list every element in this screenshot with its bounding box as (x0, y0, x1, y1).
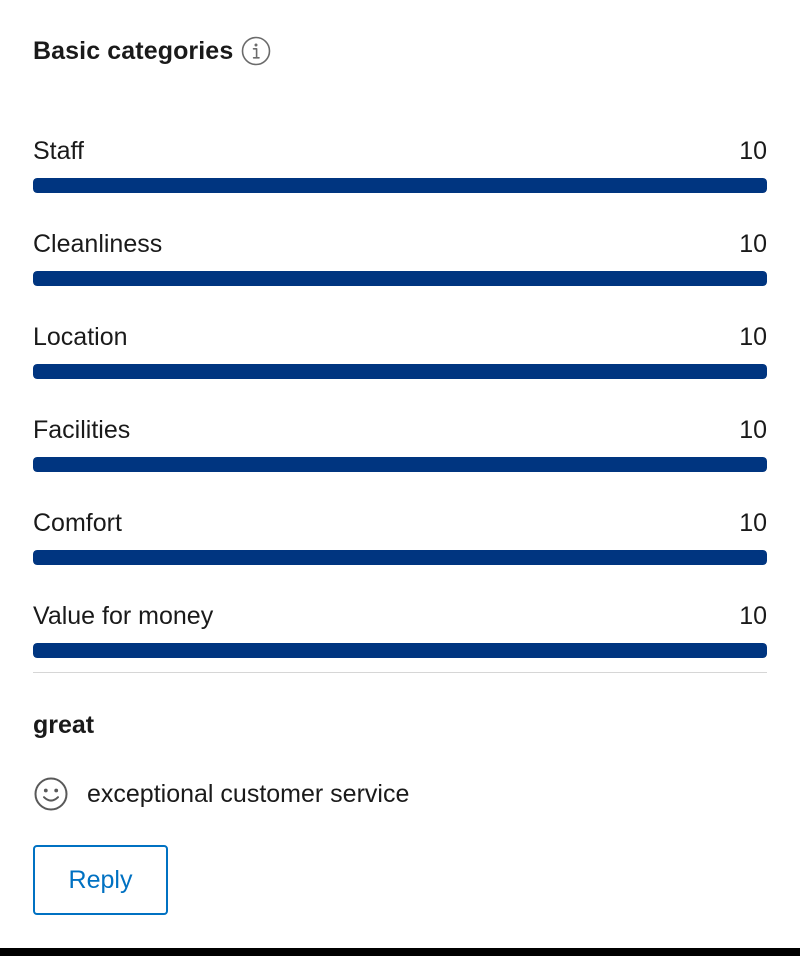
category-value-for-money: Value for money 10 (33, 599, 767, 692)
category-facilities: Facilities 10 (33, 413, 767, 506)
category-label: Cleanliness (33, 230, 163, 258)
category-score: 10 (739, 323, 767, 351)
score-bar (33, 364, 767, 379)
smile-icon (33, 776, 69, 812)
review-title: great (33, 711, 95, 739)
info-circle-icon[interactable] (241, 36, 271, 66)
score-bar (33, 178, 767, 193)
reply-button[interactable]: Reply (33, 845, 168, 915)
category-label: Facilities (33, 416, 131, 444)
category-staff: Staff 10 (33, 134, 767, 227)
positive-comment: exceptional customer service (33, 775, 409, 813)
bottom-edge-bar (0, 948, 800, 956)
score-bar-fill (33, 643, 767, 658)
score-bar (33, 457, 767, 472)
category-label: Staff (33, 137, 84, 165)
score-bar (33, 271, 767, 286)
divider (33, 672, 767, 673)
category-label: Location (33, 323, 128, 351)
score-bar-fill (33, 178, 767, 193)
category-score: 10 (739, 416, 767, 444)
score-bar-fill (33, 271, 767, 286)
score-bar (33, 643, 767, 658)
category-label: Comfort (33, 509, 122, 537)
section-header: Basic categories (33, 33, 271, 69)
category-score: 10 (739, 509, 767, 537)
category-list: Staff 10 Cleanliness 10 Location 10 (33, 134, 767, 692)
category-label: Value for money (33, 602, 214, 630)
score-bar-fill (33, 550, 767, 565)
section-title: Basic categories (33, 36, 234, 65)
score-bar (33, 550, 767, 565)
category-comfort: Comfort 10 (33, 506, 767, 599)
score-bar-fill (33, 364, 767, 379)
category-score: 10 (739, 602, 767, 630)
score-bar-fill (33, 457, 767, 472)
category-score: 10 (739, 137, 767, 165)
category-location: Location 10 (33, 320, 767, 413)
category-score: 10 (739, 230, 767, 258)
positive-comment-text: exceptional customer service (87, 780, 410, 808)
category-cleanliness: Cleanliness 10 (33, 227, 767, 320)
